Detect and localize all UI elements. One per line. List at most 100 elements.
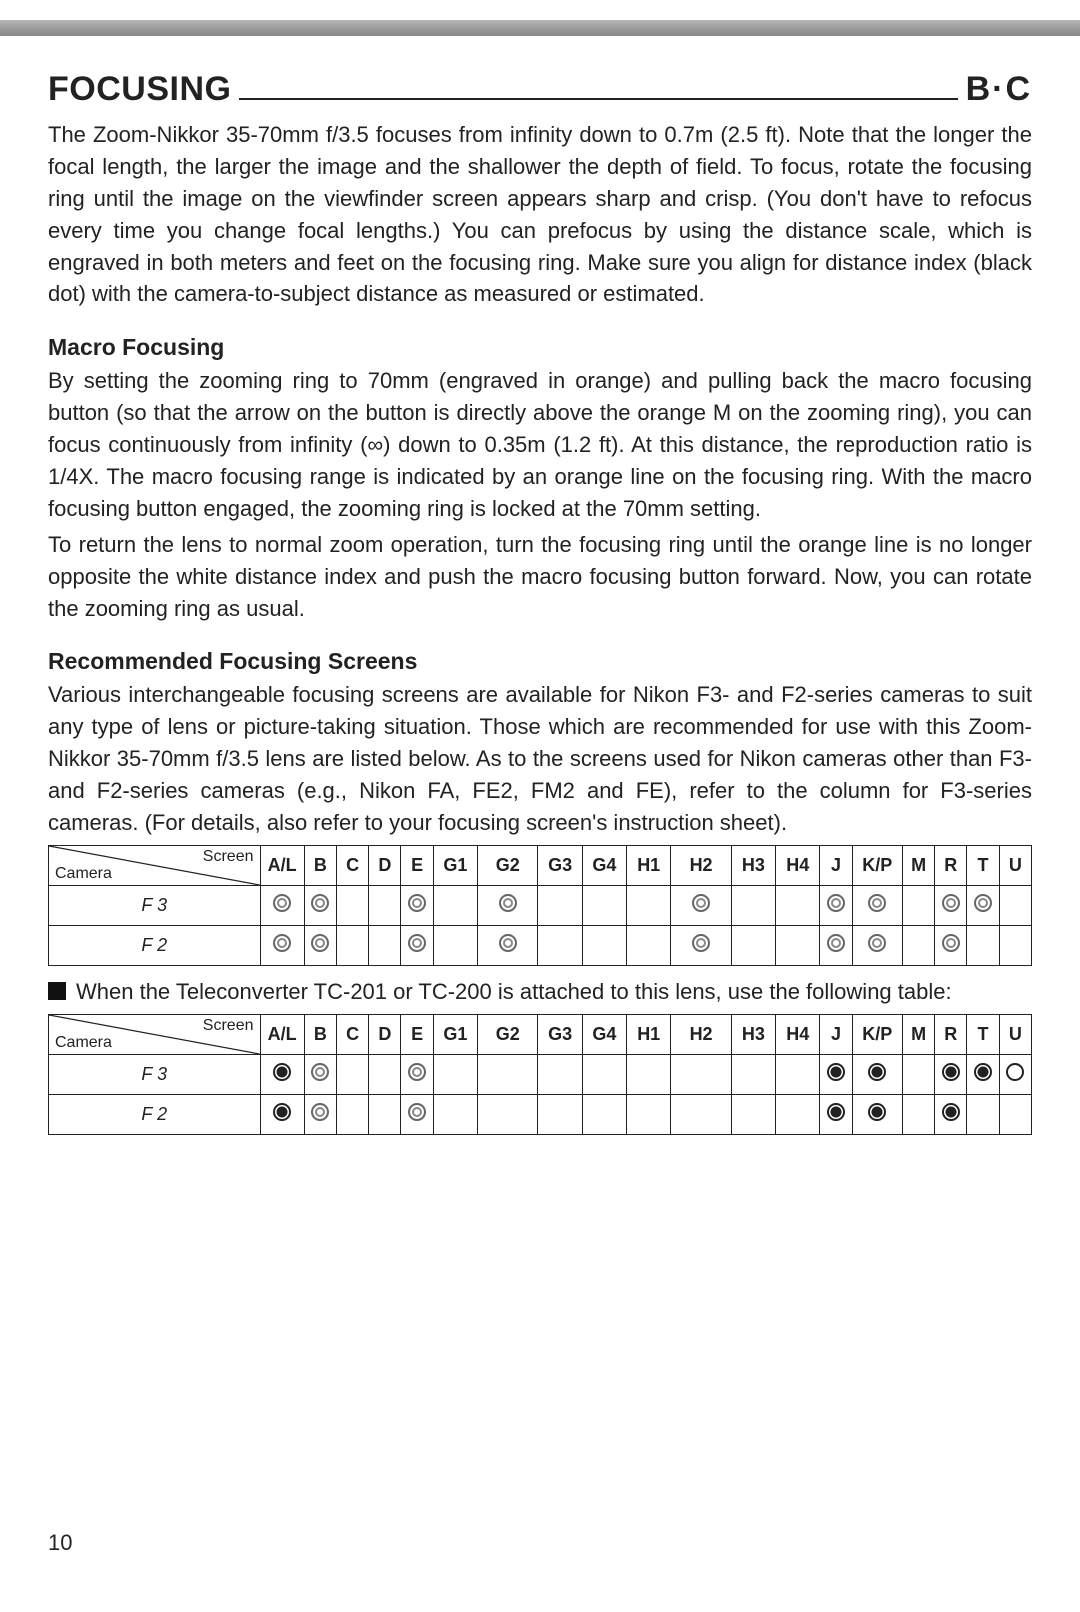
column-header: M <box>902 1014 934 1054</box>
table-corner-cell: CameraScreen <box>49 845 261 885</box>
screen-cell <box>999 925 1031 965</box>
screen-cell <box>935 1054 967 1094</box>
column-header: R <box>935 1014 967 1054</box>
column-header: H2 <box>671 845 731 885</box>
screen-cell <box>478 885 538 925</box>
screen-cell <box>999 885 1031 925</box>
screen-cell <box>776 925 820 965</box>
column-header: H3 <box>731 1014 775 1054</box>
screen-cell <box>820 1054 852 1094</box>
marker-ring-icon <box>942 894 960 912</box>
column-header: G4 <box>582 1014 626 1054</box>
marker-ring-icon <box>408 1063 426 1081</box>
screen-cell <box>731 1094 775 1134</box>
marker-ring-icon <box>311 894 329 912</box>
column-header: K/P <box>852 845 902 885</box>
camera-name-cell: F 2 <box>49 1094 261 1134</box>
column-header: C <box>337 845 369 885</box>
screen-cell <box>627 885 671 925</box>
teleconverter-note-text: When the Teleconverter TC-201 or TC-200 … <box>76 976 1032 1008</box>
screen-cell <box>401 885 433 925</box>
column-header: H4 <box>776 1014 820 1054</box>
screen-cell <box>902 925 934 965</box>
column-header: M <box>902 845 934 885</box>
marker-ring-icon <box>273 894 291 912</box>
macro-p2: To return the lens to normal zoom operat… <box>48 529 1032 625</box>
square-bullet-icon <box>48 982 66 1000</box>
table-corner-cell: CameraScreen <box>49 1014 261 1054</box>
screen-cell <box>902 1054 934 1094</box>
screen-cell <box>852 1054 902 1094</box>
column-header: G2 <box>478 845 538 885</box>
intro-paragraph: The Zoom-Nikkor 35-70mm f/3.5 focuses fr… <box>48 119 1032 310</box>
screen-cell <box>478 1094 538 1134</box>
column-header: E <box>401 1014 433 1054</box>
camera-label: Camera <box>55 865 112 883</box>
table-row: F 3 <box>49 885 1032 925</box>
screen-cell <box>627 1054 671 1094</box>
screen-cell <box>999 1094 1031 1134</box>
screen-cell <box>852 925 902 965</box>
screen-cell <box>671 885 731 925</box>
column-header: D <box>369 1014 401 1054</box>
marker-ring-icon <box>868 894 886 912</box>
marker-ring-icon <box>827 894 845 912</box>
screen-cell <box>582 925 626 965</box>
column-header: H1 <box>627 1014 671 1054</box>
column-header: B <box>304 1014 336 1054</box>
screen-cell <box>369 925 401 965</box>
camera-name-cell: F 2 <box>49 925 261 965</box>
screen-cell <box>304 925 336 965</box>
marker-ring-icon <box>827 934 845 952</box>
marker-open-icon <box>1006 1063 1024 1081</box>
screen-cell <box>538 885 582 925</box>
screen-cell <box>478 925 538 965</box>
column-header: E <box>401 845 433 885</box>
page-content: FOCUSING B·C The Zoom-Nikkor 35-70mm f/3… <box>48 70 1032 1145</box>
header-rule <box>0 20 1080 36</box>
column-header: J <box>820 845 852 885</box>
column-header: G1 <box>433 845 477 885</box>
marker-ring-icon <box>311 1103 329 1121</box>
marker-dot-icon <box>868 1103 886 1121</box>
screen-cell <box>820 885 852 925</box>
screen-cell <box>337 1054 369 1094</box>
screen-cell <box>582 1094 626 1134</box>
screen-cell <box>433 1054 477 1094</box>
section-heading: FOCUSING <box>48 70 231 109</box>
screen-cell <box>820 925 852 965</box>
screen-table-1: CameraScreenA/LBCDEG1G2G3G4H1H2H3H4JK/PM… <box>48 845 1032 966</box>
heading-rule <box>239 98 957 100</box>
screen-cell <box>967 1094 999 1134</box>
screen-cell <box>967 925 999 965</box>
screen-cell <box>401 1054 433 1094</box>
marker-ring-icon <box>408 1103 426 1121</box>
column-header: K/P <box>852 1014 902 1054</box>
screen-cell <box>260 1054 304 1094</box>
marker-dot-icon <box>868 1063 886 1081</box>
macro-subhead: Macro Focusing <box>48 334 1032 361</box>
screen-cell <box>627 925 671 965</box>
marker-ring-icon <box>692 894 710 912</box>
screen-cell <box>369 885 401 925</box>
camera-label: Camera <box>55 1034 112 1052</box>
screen-cell <box>999 1054 1031 1094</box>
column-header: H3 <box>731 845 775 885</box>
marker-dot-icon <box>942 1063 960 1081</box>
column-header: D <box>369 845 401 885</box>
screen-cell <box>671 1054 731 1094</box>
screen-cell <box>582 885 626 925</box>
teleconverter-note: When the Teleconverter TC-201 or TC-200 … <box>48 976 1032 1008</box>
column-header: A/L <box>260 1014 304 1054</box>
screen-cell <box>401 1094 433 1134</box>
marker-ring-icon <box>311 934 329 952</box>
column-header: B <box>304 845 336 885</box>
marker-dot-icon <box>827 1103 845 1121</box>
column-header: R <box>935 845 967 885</box>
marker-dot-icon <box>942 1103 960 1121</box>
marker-ring-icon <box>273 934 291 952</box>
marker-ring-icon <box>311 1063 329 1081</box>
marker-ring-icon <box>974 894 992 912</box>
screen-cell <box>260 885 304 925</box>
column-header: T <box>967 845 999 885</box>
